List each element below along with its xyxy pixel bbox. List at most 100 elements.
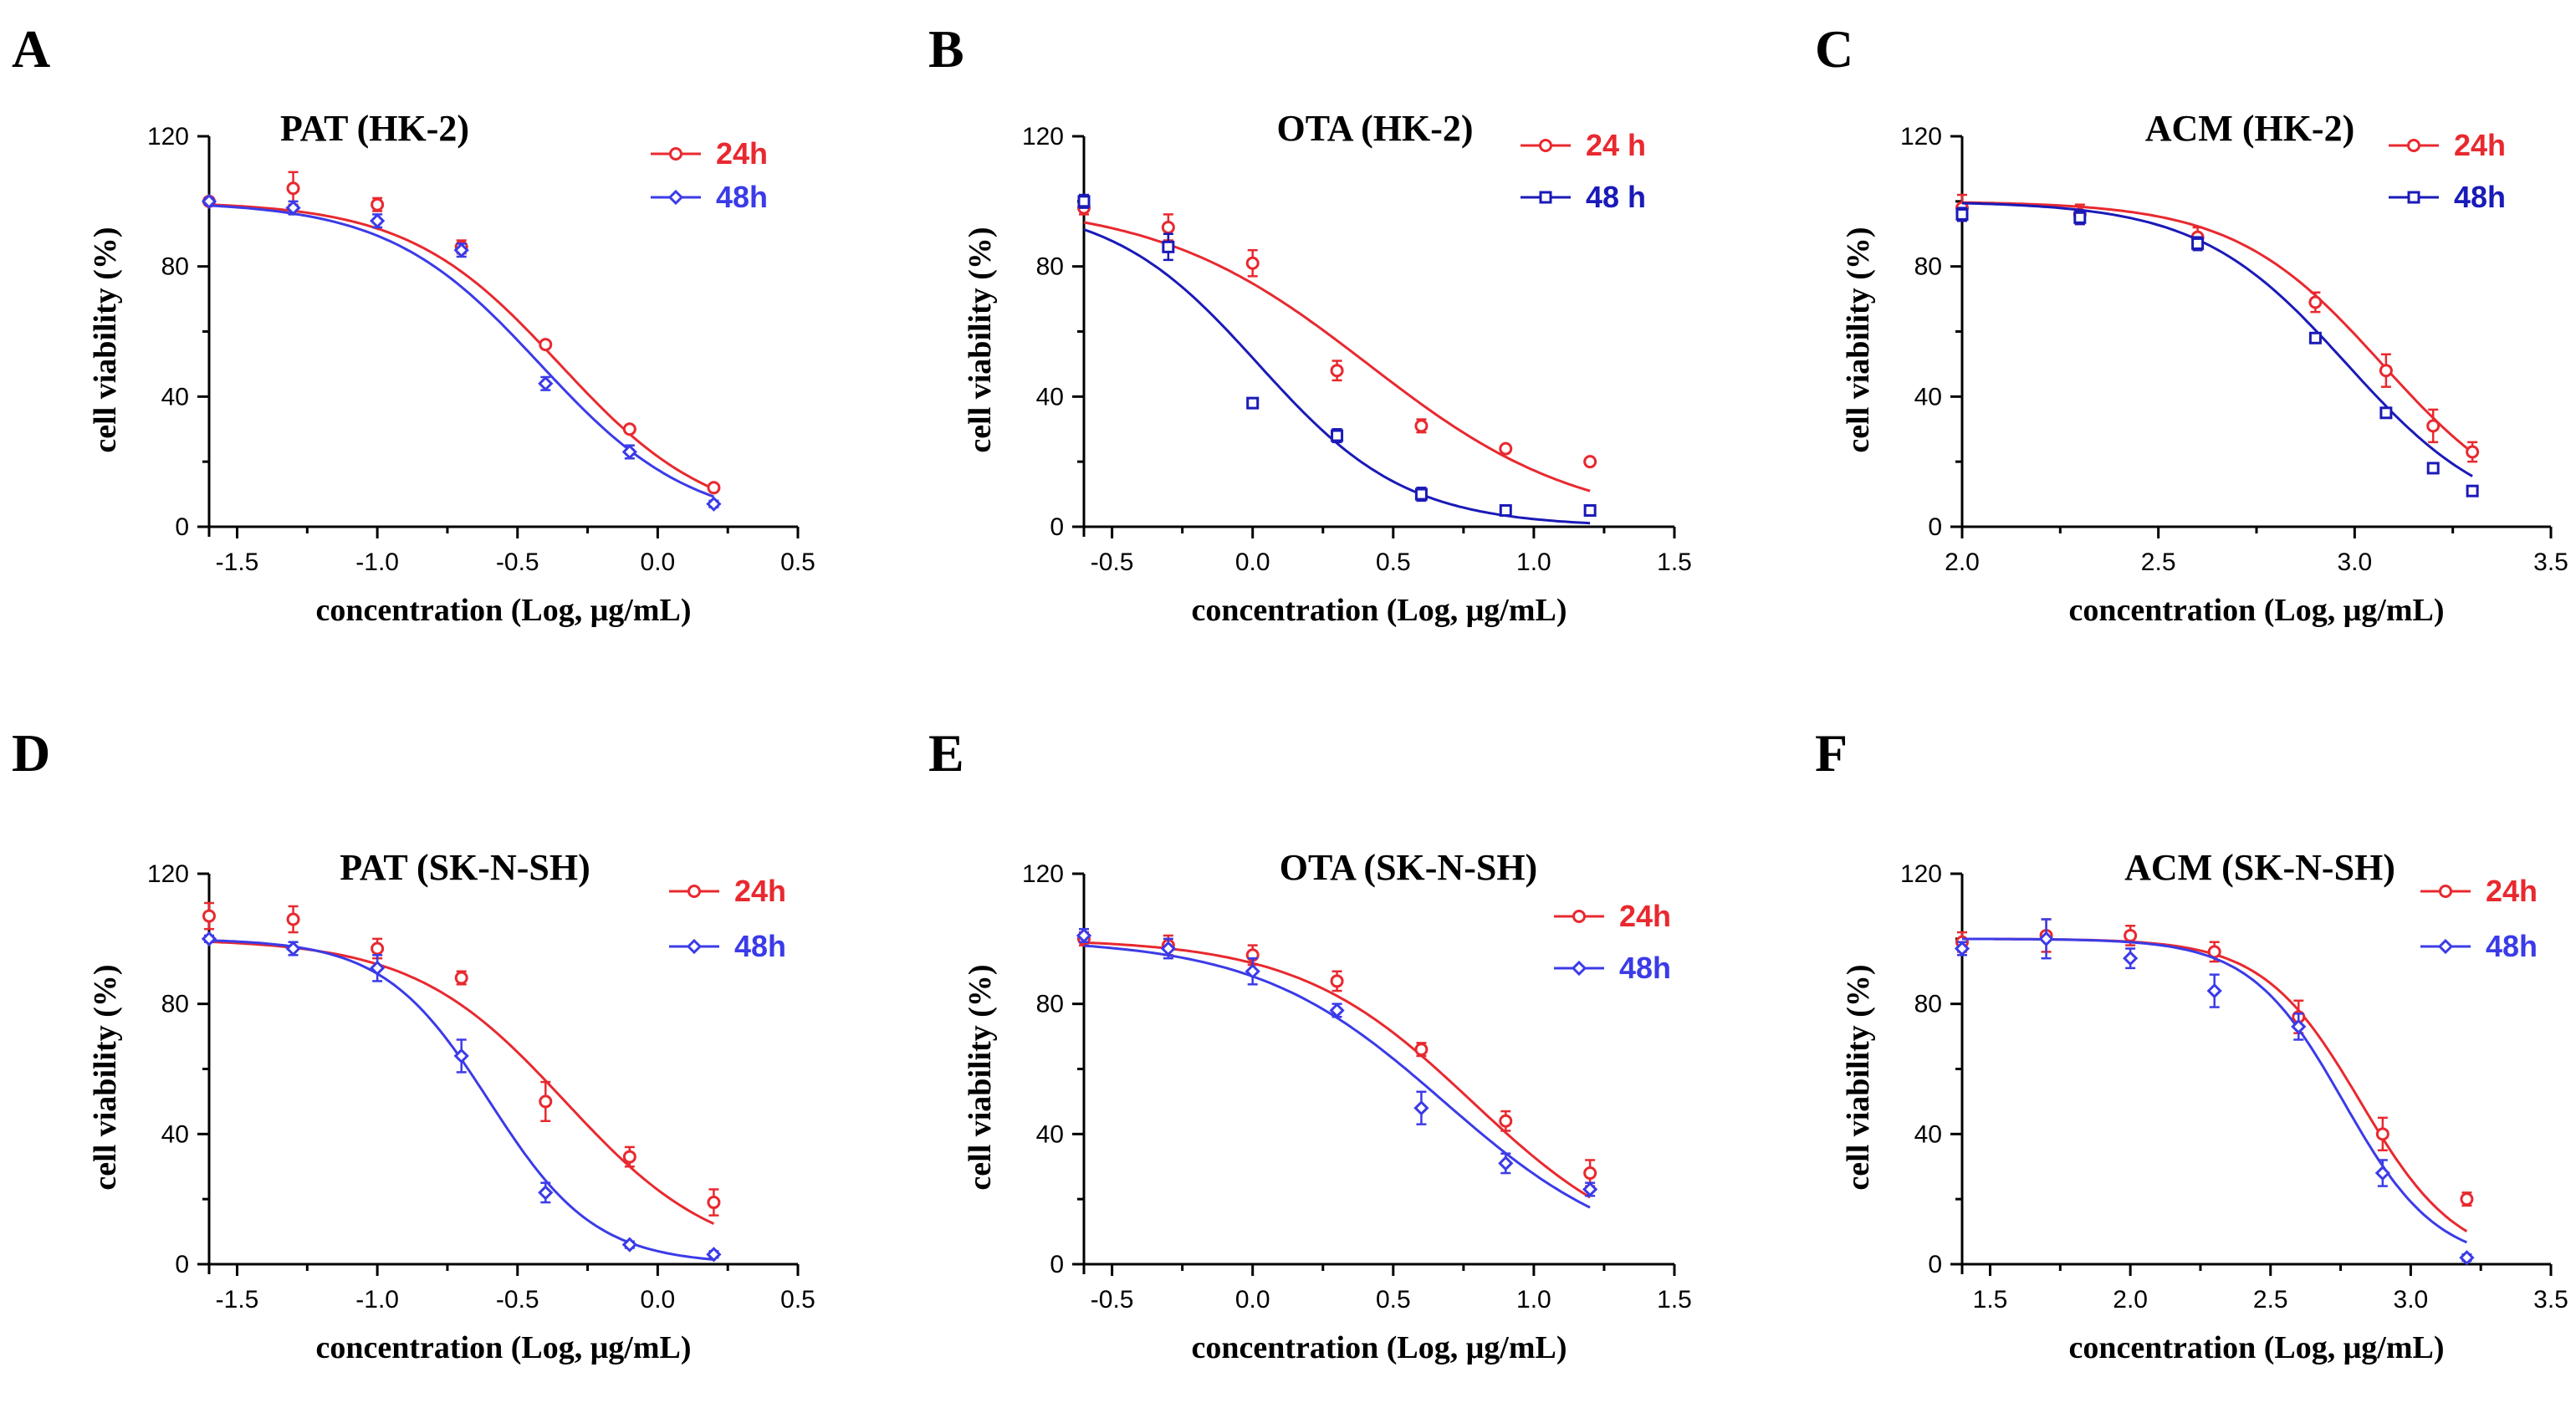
x-axis-label: concentration (Log, μg/mL) (1192, 1330, 1567, 1365)
data-point (2038, 931, 2054, 946)
data-point (1413, 1100, 1429, 1116)
data-point (1246, 396, 1260, 410)
data-point (1583, 504, 1597, 518)
legend-marker (2437, 938, 2454, 955)
panel-letter: A (12, 19, 50, 79)
data-point (370, 213, 386, 229)
data-point (707, 1196, 721, 1210)
data-point (2466, 445, 2480, 459)
legend-marker (686, 938, 703, 955)
data-point (1954, 941, 1970, 957)
legend-entry: 24h (651, 136, 768, 171)
data-point (1161, 220, 1175, 234)
data-point (1499, 504, 1512, 518)
series-24h (1077, 200, 1597, 492)
data-point (2460, 1192, 2474, 1206)
legend-marker (687, 885, 701, 898)
x-tick-label: 0.5 (1376, 548, 1411, 576)
legend-entry: 24h (669, 874, 786, 908)
data-point (202, 909, 216, 923)
data-point (2191, 237, 2205, 250)
y-tick-label: 0 (175, 1251, 189, 1278)
chart-panel-c: C ACM (HK-2) 0 40 80 120 2.0 2.5 3.0 3.5 concentra… (1815, 19, 2568, 628)
legend-marker (2407, 191, 2420, 204)
chart-title: PAT (SK-N-SH) (340, 847, 590, 888)
x-tick-label: -0.5 (496, 548, 539, 576)
legend-entry: 48h (2420, 929, 2538, 963)
data-point (1331, 429, 1344, 442)
legend-label: 24h (716, 136, 768, 171)
data-point (1499, 441, 1513, 456)
x-axis-label: concentration (Log, μg/mL) (1192, 593, 1567, 628)
data-point (2073, 211, 2087, 224)
data-point (2308, 295, 2323, 309)
y-tick-label: 0 (1928, 1251, 1942, 1278)
data-point (622, 422, 636, 436)
y-tick-label: 80 (161, 253, 189, 281)
data-point (1414, 487, 1428, 501)
panel-letter: E (928, 723, 964, 783)
y-tick-label: 80 (1914, 253, 1942, 281)
data-point (2374, 1165, 2390, 1181)
x-tick-label: 0.5 (780, 1286, 815, 1314)
data-point (371, 197, 385, 212)
panel-letter: F (1815, 723, 1848, 783)
legend-marker (2407, 139, 2420, 152)
y-axis-label: cell viability (%) (88, 964, 123, 1190)
x-tick-label: -0.5 (1091, 548, 1134, 576)
legend-label: 48h (2486, 929, 2538, 963)
x-tick-label: -0.5 (1091, 1286, 1134, 1314)
x-tick-label: 3.5 (2533, 1286, 2568, 1314)
y-tick-label: 120 (1900, 123, 1942, 150)
data-point (201, 931, 217, 946)
data-point (706, 1247, 722, 1263)
data-point (285, 200, 301, 216)
legend-entry: 24h (1554, 899, 1671, 933)
y-tick-label: 80 (161, 991, 189, 1018)
data-point (1498, 1155, 1514, 1171)
y-tick-label: 80 (1914, 991, 1942, 1018)
data-point (2375, 1127, 2389, 1141)
y-tick-label: 0 (1050, 1251, 1064, 1278)
x-tick-label: 3.0 (2394, 1286, 2429, 1314)
legend-label: 24h (1619, 899, 1671, 933)
legend-entry: 24h (2420, 874, 2538, 908)
y-axis-label: cell viability (%) (1841, 227, 1876, 452)
x-tick-label: 2.0 (2113, 1286, 2148, 1314)
data-point (286, 181, 300, 196)
chart-title: OTA (SK-N-SH) (1280, 847, 1537, 888)
y-tick-label: 120 (1022, 860, 1064, 888)
data-point (538, 1185, 554, 1201)
data-point (1330, 364, 1344, 378)
x-tick-label: 0.5 (780, 548, 815, 576)
data-point (1329, 1002, 1345, 1018)
x-tick-label: 2.5 (2141, 548, 2176, 576)
data-point (1245, 256, 1260, 270)
x-axis-label: concentration (Log, μg/mL) (2069, 1330, 2445, 1365)
data-point (2206, 982, 2222, 999)
x-tick-label: 0.0 (641, 548, 676, 576)
legend-label: 48h (1619, 951, 1671, 985)
legend-entry: 48 h (1521, 180, 1646, 214)
y-tick-label: 80 (1036, 991, 1064, 1018)
data-point (453, 242, 469, 258)
data-point (201, 193, 217, 209)
chart-panel-b: B OTA (HK-2) 0 40 80 120 -0.5 0.0 0.5 1.0 1.5 conce… (928, 19, 1692, 628)
legend-marker (667, 189, 684, 206)
data-point (1076, 927, 1092, 944)
x-tick-label: 0.0 (1235, 548, 1270, 576)
legend-marker (1539, 139, 1552, 152)
chart-panel-e: E OTA (SK-N-SH) 0 40 80 120 -0.5 0.0 0.5 1.0 1.5 co… (928, 723, 1692, 1365)
legend-label: 48 h (1586, 180, 1646, 214)
data-point (2123, 951, 2139, 967)
panel-letter: C (1815, 19, 1853, 79)
data-point (539, 1094, 553, 1109)
data-point (454, 971, 468, 985)
legend-label: 24h (2454, 128, 2506, 162)
data-point (2291, 1018, 2307, 1035)
x-axis-label: concentration (Log, μg/mL) (316, 1330, 692, 1365)
series-48h (201, 193, 722, 512)
x-tick-label: 1.5 (1657, 548, 1692, 576)
x-tick-label: 2.0 (1945, 548, 1980, 576)
